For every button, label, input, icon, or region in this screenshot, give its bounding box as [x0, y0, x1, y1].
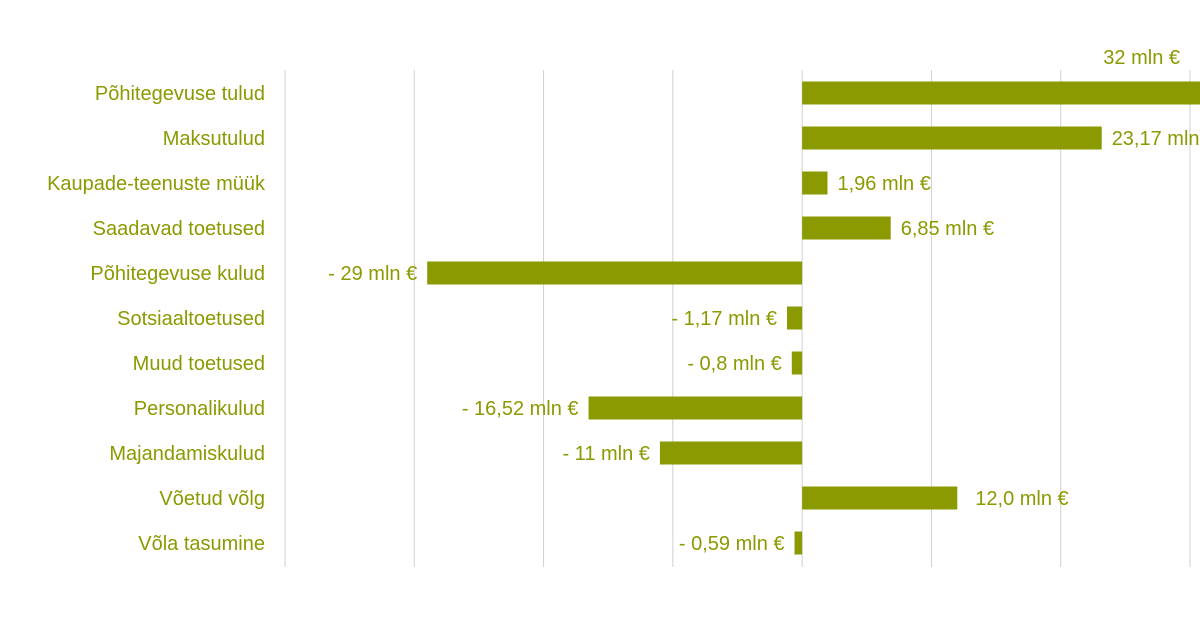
bar	[659, 441, 803, 465]
bar	[802, 216, 891, 240]
data-label: - 1,17 mln €	[671, 308, 777, 330]
data-label: 12,0 mln €	[975, 488, 1068, 510]
category-label: Muud toetused	[133, 353, 265, 375]
category-label: Kaupade-teenuste müük	[47, 173, 266, 195]
category-label: Personalikulud	[134, 398, 265, 420]
category-label: Võetud võlg	[159, 488, 265, 510]
bar	[802, 81, 1200, 105]
bar	[802, 126, 1102, 150]
category-label: Võla tasumine	[138, 533, 265, 555]
category-label: Saadavad toetused	[93, 218, 265, 240]
bar	[794, 531, 803, 555]
data-labels: 32 mln € 23,17 mln € 1,96 mln € 6,85 mln € -…	[328, 47, 1200, 555]
bar	[802, 486, 958, 510]
data-label: - 11 mln €	[562, 443, 649, 465]
bar	[791, 351, 803, 375]
data-label: - 29 mln €	[328, 263, 417, 285]
bar	[787, 306, 803, 330]
bar	[427, 261, 803, 285]
data-label: - 0,8 mln €	[687, 353, 781, 375]
gridlines	[284, 70, 1191, 567]
category-label: Sotsiaaltoetused	[117, 308, 265, 330]
category-label: Põhitegevuse tulud	[95, 83, 265, 105]
category-labels: Põhitegevuse tulud Maksutulud Kaupade-teen…	[47, 83, 266, 555]
data-label: - 0,59 mln €	[679, 533, 785, 555]
data-label: 6,85 mln €	[901, 218, 994, 240]
bar	[802, 171, 828, 195]
bar	[588, 396, 803, 420]
bars	[427, 81, 1200, 555]
data-label: 23,17 mln €	[1112, 128, 1200, 150]
data-label: 1,96 mln €	[837, 173, 930, 195]
category-label: Maksutulud	[163, 128, 265, 150]
data-label: 32 mln €	[1103, 47, 1180, 69]
data-label: - 16,52 mln €	[462, 398, 579, 420]
category-label: Majandamiskulud	[109, 443, 265, 465]
category-label: Põhitegevuse kulud	[90, 263, 265, 285]
